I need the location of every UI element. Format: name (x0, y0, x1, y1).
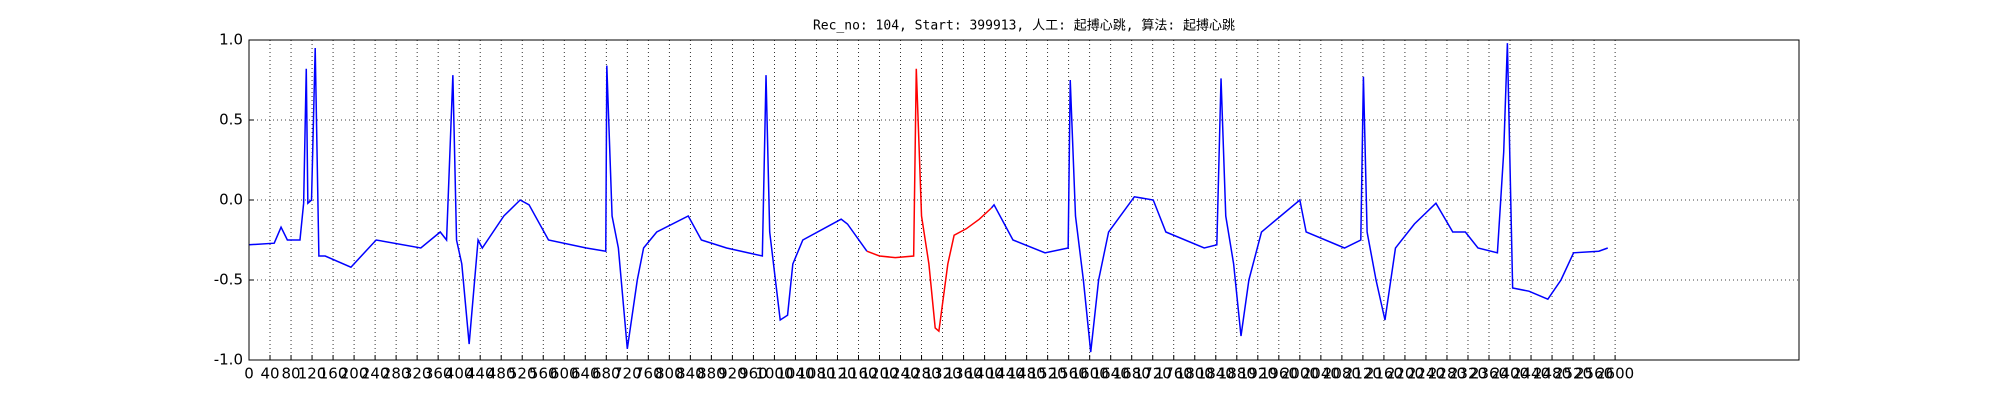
x-tick-label: 480 (487, 365, 516, 383)
x-tick-label: 920 (718, 365, 747, 383)
x-tick-label: 400 (445, 365, 474, 383)
x-tick-label: 40 (260, 365, 279, 383)
x-tick-label: 840 (676, 365, 705, 383)
x-tick-label: 1760 (1155, 365, 1193, 383)
x-tick-label: 1440 (987, 365, 1025, 383)
x-tick-label: 1400 (965, 365, 1003, 383)
x-tick-label: 2000 (1281, 365, 1319, 383)
x-tick-label: 1880 (1218, 365, 1256, 383)
x-tick-label: 2320 (1449, 365, 1487, 383)
x-tick-label: 800 (655, 365, 684, 383)
x-tick-label: 2480 (1533, 365, 1571, 383)
x-tick-label: 2360 (1470, 365, 1508, 383)
x-tick-label: 720 (613, 365, 642, 383)
x-tick-label: 1800 (1176, 365, 1214, 383)
y-tick-label: 0.5 (219, 111, 243, 129)
x-tick-label: 600 (550, 365, 579, 383)
x-tick-label: 2400 (1491, 365, 1529, 383)
x-tick-label: 2560 (1575, 365, 1613, 383)
x-tick-label: 1320 (923, 365, 961, 383)
x-tick-label: 1600 (1071, 365, 1109, 383)
x-tick-label: 760 (634, 365, 663, 383)
x-tick-label: 320 (403, 365, 432, 383)
x-tick-label: 1120 (818, 365, 856, 383)
x-tick-label: 2080 (1323, 365, 1361, 383)
x-tick-label: 1080 (797, 365, 835, 383)
x-tick-label: 2200 (1386, 365, 1424, 383)
x-tick-label: 2520 (1554, 365, 1592, 383)
x-tick-label: 120 (298, 365, 327, 383)
x-tick-label: 0 (244, 365, 254, 383)
x-tick-label: 2440 (1512, 365, 1550, 383)
x-tick-label: 1040 (776, 365, 814, 383)
y-tick-label: -1.0 (214, 351, 243, 369)
x-tick-label: 1360 (944, 365, 982, 383)
y-tick-label: 1.0 (219, 31, 243, 49)
x-tick-label: 1520 (1029, 365, 1067, 383)
chart-title: Rec_no: 104, Start: 399913, 人工: 起搏心跳, 算法… (813, 18, 1235, 34)
x-tick-label: 1720 (1134, 365, 1172, 383)
x-tick-label: 2040 (1302, 365, 1340, 383)
x-tick-label: 640 (571, 365, 600, 383)
x-tick-label: 2280 (1428, 365, 1466, 383)
x-tick-label: 2240 (1407, 365, 1445, 383)
x-tick-label: 2160 (1365, 365, 1403, 383)
x-tick-label: 1920 (1239, 365, 1277, 383)
x-tick-label: 2600 (1596, 365, 1634, 383)
x-tick-label: 2120 (1344, 365, 1382, 383)
y-tick-label: -0.5 (214, 271, 243, 289)
x-tick-label: 1000 (755, 365, 793, 383)
y-tick-label: 0.0 (219, 191, 243, 209)
x-tick-label: 1960 (1260, 365, 1298, 383)
x-tick-label: 1560 (1050, 365, 1088, 383)
x-tick-label: 240 (361, 365, 390, 383)
plot-frame (248, 39, 1800, 361)
x-tick-label: 680 (592, 365, 621, 383)
x-tick-label: 520 (508, 365, 537, 383)
x-tick-label: 1840 (1197, 365, 1235, 383)
x-tick-label: 1640 (1092, 365, 1130, 383)
x-tick-label: 1240 (881, 365, 919, 383)
x-tick-label: 200 (340, 365, 369, 383)
x-tick-label: 80 (281, 365, 300, 383)
x-tick-label: 1280 (902, 365, 940, 383)
ecg-line (866, 68, 992, 333)
x-tick-label: 960 (739, 365, 768, 383)
x-tick-label: 1680 (1113, 365, 1151, 383)
x-tick-label: 560 (529, 365, 558, 383)
x-tick-label: 360 (424, 365, 453, 383)
ecg-line (248, 43, 1609, 353)
x-tick-label: 440 (466, 365, 495, 383)
x-tick-label: 880 (697, 365, 726, 383)
x-tick-label: 1160 (839, 365, 877, 383)
x-tick-label: 280 (382, 365, 411, 383)
x-tick-label: 1480 (1008, 365, 1046, 383)
x-tick-label: 1200 (860, 365, 898, 383)
x-tick-label: 160 (319, 365, 348, 383)
